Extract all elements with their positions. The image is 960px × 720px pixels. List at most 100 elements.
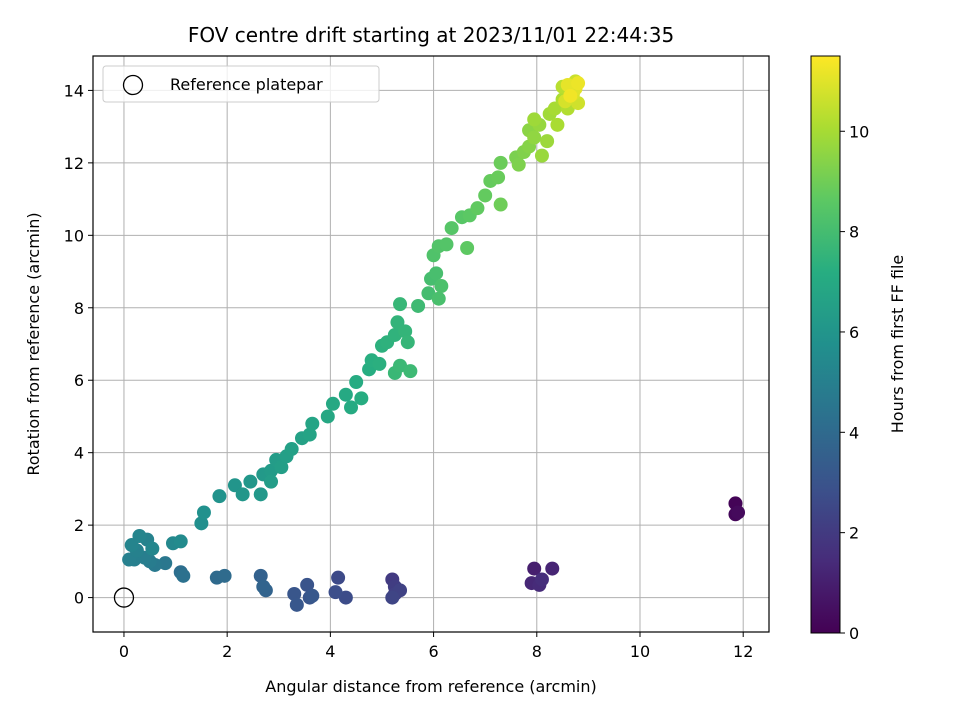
- scatter-point: [493, 155, 508, 170]
- colorbar-ticks: 0 2 4 6 8 10: [840, 122, 869, 643]
- x-tick-label: 0: [119, 642, 129, 661]
- y-tick-label: 8: [74, 299, 84, 318]
- scatter-point: [256, 579, 271, 594]
- y-axis-label: Rotation from reference (arcmin): [24, 212, 43, 475]
- scatter-point: [511, 157, 526, 172]
- scatter-point: [411, 298, 426, 313]
- scatter-point: [338, 387, 353, 402]
- x-axis-ticks: 0 2 4 6 8 10 12: [119, 632, 753, 661]
- scatter-point: [540, 134, 555, 149]
- scatter-point: [287, 586, 302, 601]
- y-tick-label: 14: [64, 81, 84, 100]
- colorbar-tick-label: 4: [849, 423, 859, 442]
- scatter-point: [571, 76, 586, 91]
- scatter-point: [284, 442, 299, 457]
- scatter-point: [145, 541, 160, 556]
- y-tick-label: 4: [74, 444, 84, 463]
- scatter-point: [534, 148, 549, 163]
- scatter-point: [302, 427, 317, 442]
- scatter-point: [320, 409, 335, 424]
- x-tick-label: 10: [630, 642, 650, 661]
- scatter-point: [550, 117, 565, 132]
- scatter-point: [527, 561, 542, 576]
- scatter-point: [305, 416, 320, 431]
- scatter-point: [305, 588, 320, 603]
- scatter-point: [212, 489, 227, 504]
- reference-marker-layer: [113, 587, 135, 608]
- scatter-point: [460, 241, 475, 255]
- y-tick-label: 6: [74, 371, 84, 390]
- scatter-point: [325, 396, 340, 411]
- scatter-point: [434, 279, 449, 294]
- scatter-point: [527, 130, 542, 145]
- scatter-point: [349, 375, 364, 390]
- legend-marker-circle: [122, 74, 144, 96]
- scatter-point: [274, 460, 289, 475]
- scatter-point: [194, 516, 209, 531]
- scatter-point: [372, 356, 387, 371]
- scatter-point: [264, 474, 279, 489]
- scatter-point: [217, 568, 232, 583]
- x-tick-label: 6: [428, 642, 438, 661]
- scatter-point: [470, 201, 485, 216]
- scatter-point: [534, 572, 549, 587]
- y-tick-label: 2: [74, 516, 84, 535]
- legend-entry-label: Reference platepar: [170, 75, 323, 94]
- colorbar: [810, 55, 841, 634]
- scatter-point: [493, 197, 508, 212]
- scatter-point: [328, 585, 343, 600]
- scatter-point: [243, 474, 258, 489]
- scatter-point: [176, 568, 191, 583]
- scatter-point: [491, 170, 506, 185]
- scatter-point: [385, 590, 400, 605]
- legend: Reference platepar: [102, 65, 380, 103]
- scatter-point: [289, 597, 304, 612]
- scatter-point: [545, 561, 560, 576]
- colorbar-tick-label: 0: [849, 624, 859, 643]
- scatter-point: [196, 505, 211, 520]
- y-tick-label: 10: [64, 226, 84, 245]
- scatter-point: [560, 77, 575, 92]
- scatter-point: [400, 335, 415, 350]
- x-tick-label: 12: [733, 642, 753, 661]
- colorbar-tick-label: 6: [849, 323, 859, 342]
- scatter-point: [253, 487, 268, 502]
- x-tick-label: 2: [222, 642, 232, 661]
- scatter-point: [431, 291, 446, 306]
- x-tick-label: 8: [532, 642, 542, 661]
- scatter-point: [354, 391, 369, 406]
- x-tick-label: 4: [325, 642, 335, 661]
- y-tick-label: 0: [74, 589, 84, 608]
- scatter-point: [253, 568, 268, 583]
- scatter-point: [478, 188, 493, 203]
- y-axis-ticks: 0 2 4 6 8 10 12 14: [64, 81, 93, 608]
- chart-title: FOV centre drift starting at 2023/11/01 …: [188, 23, 674, 47]
- scatter-point: [300, 577, 315, 592]
- scatter-point: [403, 364, 418, 379]
- colorbar-tick-label: 2: [849, 524, 859, 543]
- reference-platepar-marker: [113, 587, 135, 608]
- scatter-point: [173, 534, 188, 549]
- scatter-point: [563, 88, 578, 103]
- scatter-point: [158, 556, 173, 571]
- scatter-point: [439, 237, 454, 252]
- colorbar-label: Hours from first FF file: [888, 255, 907, 434]
- colorbar-tick-label: 8: [849, 223, 859, 242]
- legend-box: [102, 65, 380, 103]
- scatter-point: [331, 570, 346, 585]
- scatter-point: [731, 505, 746, 520]
- scatter-point: [393, 297, 408, 312]
- x-axis-label: Angular distance from reference (arcmin): [265, 677, 596, 696]
- scatter-point: [398, 324, 413, 339]
- scatter-point: [429, 266, 444, 281]
- scatter-point: [393, 358, 408, 373]
- scatter-point: [444, 221, 459, 236]
- plot-frame: [92, 55, 770, 633]
- y-tick-label: 12: [64, 154, 84, 173]
- colorbar-tick-label: 10: [849, 122, 869, 141]
- scatter-points: [122, 74, 746, 612]
- scatter-point: [527, 112, 542, 127]
- scatter-point: [132, 529, 147, 543]
- scatter-point: [344, 400, 359, 415]
